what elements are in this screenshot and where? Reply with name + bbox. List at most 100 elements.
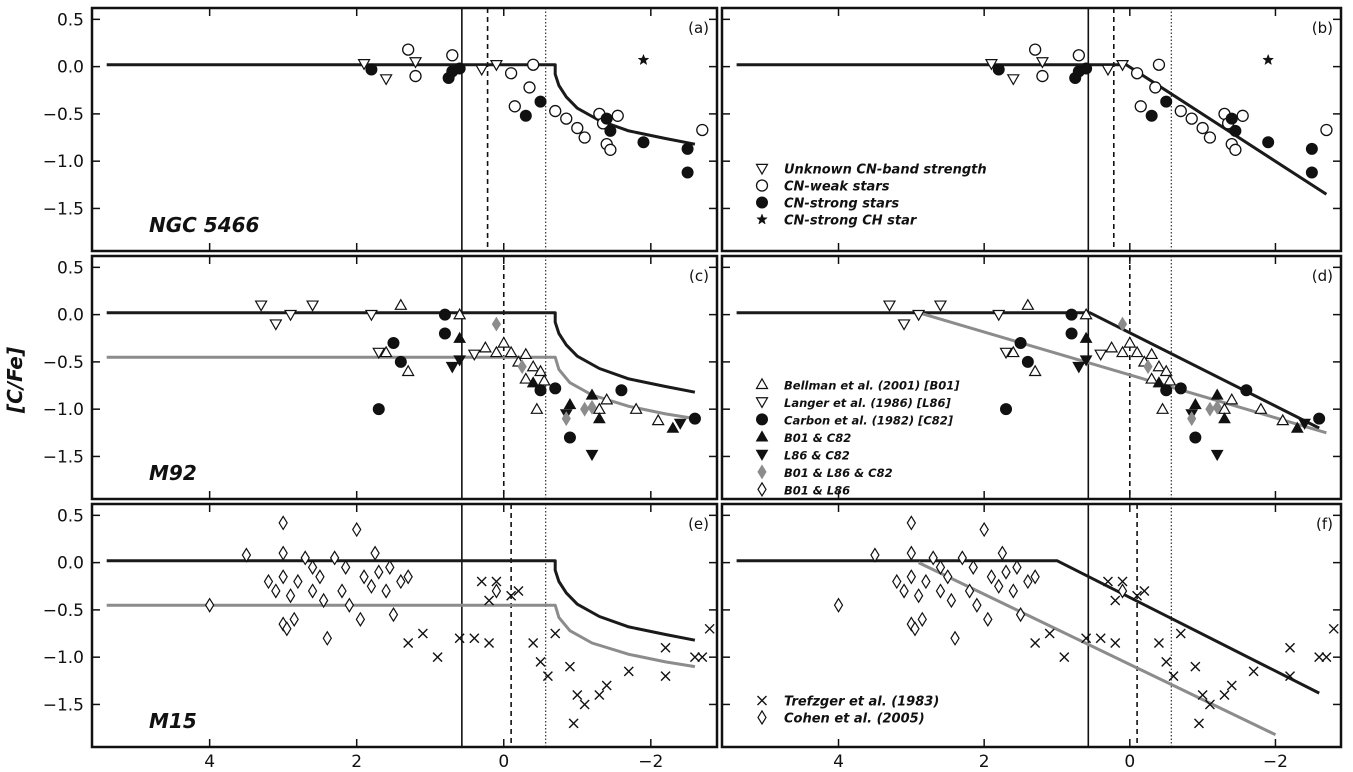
data-point-diamond-open [370,545,380,561]
data-point-circle-open [549,104,562,118]
panel-label: (b) [1312,19,1333,37]
data-point-star [637,53,650,66]
data-point-tri-down-filled [453,355,467,367]
panel-c: 0.5 0.0 −0.5 −1.0 −1.5 (c) M92 [43,254,719,501]
data-point-tri-up [651,413,665,426]
data-point-diamond-open [935,583,946,599]
data-point-circle-filled [1229,124,1242,137]
data-point-circle-filled [1000,403,1013,416]
y-tick-label: 0.0 [57,58,84,78]
data-point-cross [594,690,605,700]
data-point-circle-filled [1065,308,1078,321]
x-tick-label: −2 [638,752,663,772]
data-point-cross [403,637,414,648]
data-point-tri-up [478,341,492,353]
legend-marker [756,196,768,209]
data-point-tri-down [933,300,948,312]
data-point-cross [1226,680,1237,691]
data-point-tri-up [401,364,415,377]
data-point-diamond-open [285,588,296,604]
data-point-diamond-open [293,573,303,590]
data-point-tri-up-filled [1152,376,1166,388]
data-point-circle-filled [681,166,694,179]
data-point-diamond-gray [1205,401,1215,417]
data-point-cross [542,671,553,682]
data-point-tri-up [1145,372,1159,384]
data-point-diamond-gray [1212,399,1222,415]
data-point-tri-up-filled [666,421,680,433]
data-point-circle-filled [519,109,532,122]
data-point-tri-down [489,60,503,72]
data-point-tri-up-filled [1218,412,1231,424]
data-point-circle-filled [1065,327,1078,340]
panel-plot-area [106,256,701,499]
data-point-tri-down-filled [1079,355,1093,367]
data-point-diamond-open [340,559,351,575]
cluster-name: M92 [149,461,197,485]
x-tick-label: 0 [498,752,509,772]
data-point-diamond-open [204,597,215,613]
data-point-tri-down [882,300,897,312]
data-point-tri-up [526,359,540,372]
legend-marker [755,377,769,390]
legend-label: Langer et al. (1986) [L86] [784,396,951,410]
legend-marker [755,179,769,192]
data-point-diamond-gray [1143,359,1153,375]
data-point-tri-up [600,393,614,405]
data-point-circle-open [696,123,709,137]
data-point-circle-filled [1305,166,1318,179]
data-point-tri-down [254,300,268,312]
data-point-cross [1059,652,1070,663]
data-point-tri-up-filled [585,388,599,400]
data-point-diamond-open [307,559,318,575]
data-point-tri-down [408,57,423,69]
data-point-circle-filled [1305,142,1318,155]
data-point-circle-filled [1145,109,1158,122]
data-point-cross [1095,633,1106,644]
data-point-tri-down-filled [1298,418,1311,430]
data-point-diamond-open [943,569,953,585]
data-point-cross [1102,576,1113,587]
data-point-cross [1030,637,1041,648]
data-point-cross [660,642,671,653]
data-point-tri-down-filled [1210,449,1224,462]
data-point-diamond-open [337,583,347,599]
data-point-circle-open [1028,43,1042,56]
panel-label: (d) [1312,267,1333,285]
data-point-diamond-open [282,621,292,637]
data-point-cross [1285,642,1296,653]
data-point-diamond-open [329,550,340,566]
data-point-cross [579,699,590,710]
data-point-circle-filled [365,63,378,76]
data-point-cross [1168,671,1179,682]
data-point-diamond-open [946,592,957,609]
data-point-circle-open [1174,104,1187,118]
x-tick-label: 4 [833,752,844,772]
data-point-cross [1204,699,1215,710]
data-point-circle-open [604,143,617,156]
y-tick-label: 0.5 [57,506,84,526]
data-point-tri-up [1156,402,1170,414]
data-point-circle-filled [637,136,650,149]
legend-label: B01 & L86 & C82 [784,466,893,480]
data-point-diamond-gray [1187,411,1197,427]
data-point-diamond-open [833,597,844,613]
data-point-tri-down [475,64,489,77]
data-point-tri-up [379,345,393,358]
data-point-circle-open [523,81,536,94]
legend-marker [756,413,768,426]
data-point-diamond-gray [517,359,527,375]
data-point-tri-up [1079,307,1093,320]
data-point-diamond-open [318,592,329,609]
panel-e: 0.5 0.0 −0.5 −1.0 −1.5 4 2 0 −2 (e) M15 [43,502,719,772]
data-point-diamond-open [388,606,399,623]
data-point-diamond-open [994,578,1004,594]
data-point-diamond-open [986,569,997,585]
data-point-cross [1161,656,1172,667]
data-point-cross [1153,637,1164,648]
y-axis-label: [C/Fe] [3,347,27,414]
legend-label: CN-weak stars [784,180,890,195]
legend-label: CN-strong stars [784,197,899,212]
legend-label: L86 & C82 [784,448,850,462]
data-point-cross [689,652,700,663]
